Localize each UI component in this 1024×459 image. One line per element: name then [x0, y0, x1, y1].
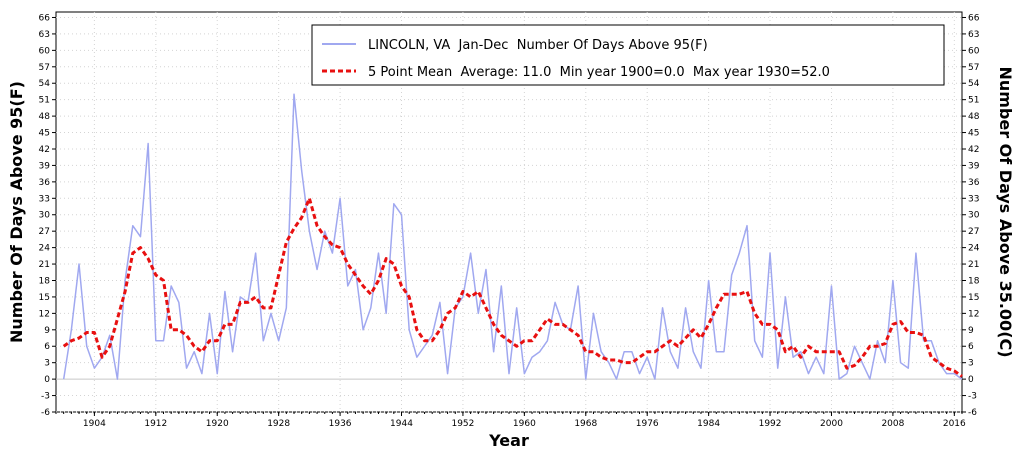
x-tick-label: 1976 [636, 419, 659, 429]
y-tick-label-right: 3 [968, 359, 974, 369]
left-axis-title: Number Of Days Above 95(F) [7, 81, 26, 343]
x-tick-label: 2000 [820, 419, 843, 429]
x-tick-label: 1952 [451, 419, 474, 429]
y-tick-label-right: 12 [968, 309, 979, 319]
x-tick-label: 1944 [390, 419, 413, 429]
y-tick-label-right: 60 [968, 46, 980, 56]
y-tick-label-right: 57 [968, 63, 979, 73]
y-tick-label-left: 18 [39, 276, 51, 286]
y-tick-label-left: 39 [39, 161, 51, 171]
y-tick-label-right: 36 [968, 178, 980, 188]
x-tick-label: 1992 [759, 419, 782, 429]
y-tick-label-left: 45 [39, 129, 50, 139]
y-tick-label-right: -6 [968, 408, 977, 418]
x-tick-label: 1928 [267, 419, 290, 429]
y-tick-label-left: 15 [39, 293, 50, 303]
x-tick-label: 2008 [881, 419, 904, 429]
y-tick-label-left: 42 [39, 145, 50, 155]
y-tick-label-right: 30 [968, 211, 980, 221]
y-tick-label-left: 36 [39, 178, 51, 188]
y-tick-label-right: 18 [968, 276, 980, 286]
x-tick-label: 1912 [144, 419, 167, 429]
legend-label-series-1: LINCOLN, VA Jan-Dec Number Of Days Above… [368, 38, 708, 53]
y-tick-label-right: 39 [968, 161, 980, 171]
right-axis-title: Number Of Days Above 35.00(C) [996, 66, 1015, 357]
y-tick-label-right: 6 [968, 342, 974, 352]
y-tick-label-right: 33 [968, 194, 979, 204]
x-tick-label: 1904 [83, 419, 106, 429]
x-tick-label: 1960 [513, 419, 536, 429]
y-tick-label-right: 21 [968, 260, 979, 270]
y-tick-label-right: 45 [968, 129, 979, 139]
x-tick-label: 1984 [697, 419, 720, 429]
y-tick-label-left: -3 [41, 392, 50, 402]
y-tick-label-left: 54 [39, 79, 51, 89]
y-tick-label-left: 48 [39, 112, 51, 122]
y-tick-label-left: 27 [39, 227, 50, 237]
y-tick-label-right: 15 [968, 293, 979, 303]
y-tick-label-left: 12 [39, 309, 50, 319]
y-tick-label-left: 21 [39, 260, 50, 270]
y-tick-label-right: 54 [968, 79, 980, 89]
y-tick-label-right: -3 [968, 392, 977, 402]
y-tick-label-right: 48 [968, 112, 980, 122]
y-tick-label-right: 9 [968, 326, 974, 336]
y-tick-label-left: 66 [39, 13, 51, 23]
y-tick-label-left: 51 [39, 96, 50, 106]
y-tick-label-left: 63 [39, 30, 50, 40]
y-tick-label-right: 51 [968, 96, 979, 106]
x-tick-label: 1968 [574, 419, 597, 429]
y-tick-label-right: 63 [968, 30, 979, 40]
y-tick-label-left: 60 [39, 46, 51, 56]
y-tick-label-right: 24 [968, 244, 980, 254]
y-tick-label-left: 24 [39, 244, 51, 254]
x-tick-label: 1936 [329, 419, 352, 429]
legend-label-series-2: 5 Point Mean Average: 11.0 Min year 1900… [368, 65, 830, 80]
legend-box [311, 24, 945, 86]
y-tick-label-left: 57 [39, 63, 50, 73]
y-tick-label-right: 0 [968, 375, 974, 385]
legend: LINCOLN, VA Jan-Dec Number Of Days Above… [311, 24, 945, 86]
y-tick-label-left: -6 [41, 408, 50, 418]
x-tick-label: 1920 [206, 419, 229, 429]
x-axis-title: Year [488, 431, 529, 450]
y-tick-label-left: 0 [44, 375, 50, 385]
y-tick-label-left: 30 [39, 211, 51, 221]
y-tick-label-left: 33 [39, 194, 50, 204]
y-tick-label-left: 9 [44, 326, 50, 336]
y-tick-label-left: 6 [44, 342, 50, 352]
series-layer [62, 93, 963, 380]
y-tick-label-right: 66 [968, 13, 980, 23]
y-tick-label-right: 42 [968, 145, 979, 155]
y-tick-label-right: 27 [968, 227, 979, 237]
annual-days-line [62, 93, 963, 380]
y-tick-label-left: 3 [44, 359, 50, 369]
x-tick-label: 2016 [943, 419, 966, 429]
